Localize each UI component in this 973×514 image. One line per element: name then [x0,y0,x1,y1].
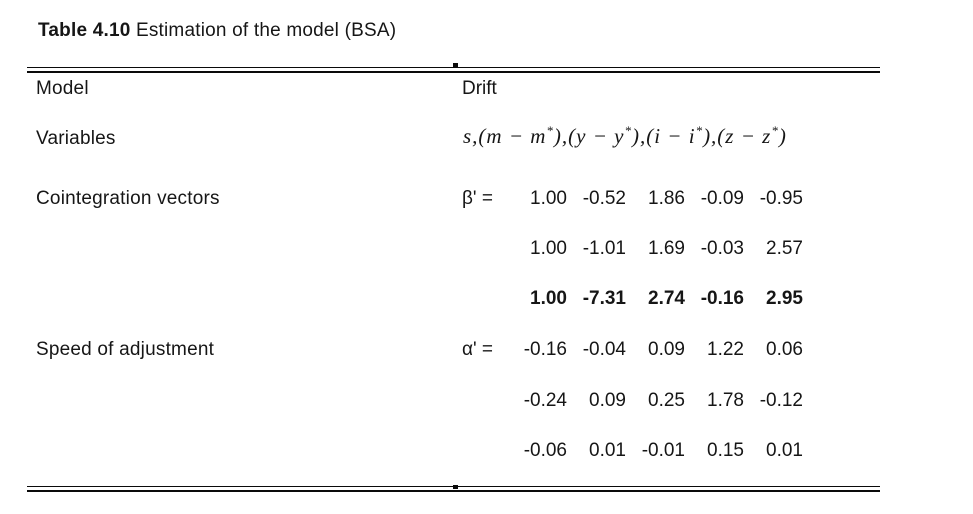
value-cell: 1.00 [530,288,567,309]
beta-row-3: 1.00 -7.31 2.74 -0.16 2.95 [462,288,803,310]
value-cell: -0.95 [759,188,803,209]
value-cell: 2.95 [766,288,803,309]
value-cell: 0.01 [589,440,626,461]
alpha-row-1: α' = -0.16 -0.04 0.09 1.22 0.06 [462,339,803,361]
value-cell: -1.01 [582,238,626,259]
value-cell: -0.52 [582,188,626,209]
value-cell: -0.01 [641,440,685,461]
beta-row-1: β' = 1.00 -0.52 1.86 -0.09 -0.95 [462,188,803,210]
speed-of-adjustment-label: Speed of adjustment [36,339,215,360]
value-cell: 1.78 [707,390,744,411]
model-label: Model [36,78,89,99]
drift-label: Drift [462,78,497,99]
value-cell: 0.09 [648,339,685,360]
value-cell: -0.03 [700,238,744,259]
alpha-symbol: α' = [462,339,493,360]
cointegration-label: Cointegration vectors [36,188,220,209]
value-cell: 2.74 [648,288,685,309]
variables-label: Variables [36,128,116,149]
beta-symbol: β' = [462,188,493,209]
alpha-row-2: -0.24 0.09 0.25 1.78 -0.12 [462,390,803,412]
variables-formula: s,(m − m*),(y − y*),(i − i*),(z − z*) [463,124,787,149]
value-cell: 1.00 [530,188,567,209]
beta-row-2: 1.00 -1.01 1.69 -0.03 2.57 [462,238,803,260]
value-cell: -7.31 [582,288,626,309]
value-cell: 0.15 [707,440,744,461]
value-cell: 0.25 [648,390,685,411]
formula-sup: * [546,123,554,138]
value-cell: 0.06 [766,339,803,360]
table-title-number: Table 4.10 [38,20,131,41]
top-double-rule [27,67,880,73]
formula-sup: * [695,123,704,138]
alpha-row-3: -0.06 0.01 -0.01 0.15 0.01 [462,440,803,462]
value-cell: -0.06 [523,440,567,461]
formula-seg: ) [778,124,787,148]
value-cell: -0.09 [700,188,744,209]
formula-seg: ),(z − z [703,124,772,148]
formula-sup: * [624,123,632,138]
value-cell: 2.57 [766,238,803,259]
value-cell: 1.22 [707,339,744,360]
formula-seg: ),(i − i [631,124,696,148]
value-cell: -0.12 [759,390,803,411]
value-cell: 0.01 [766,440,803,461]
value-cell: 1.00 [530,238,567,259]
formula-seg: ),(y − y [553,124,625,148]
column-divider-mark-top [453,63,458,67]
value-cell: 1.69 [648,238,685,259]
table-title: Table 4.10 Estimation of the model (BSA) [38,20,396,42]
table-title-text: Estimation of the model (BSA) [130,20,397,41]
formula-seg: s,(m − m [463,124,547,148]
value-cell: 1.86 [648,188,685,209]
value-cell: 0.09 [589,390,626,411]
value-cell: -0.04 [582,339,626,360]
value-cell: -0.16 [523,339,567,360]
value-cell: -0.16 [700,288,744,309]
formula-sup: * [771,123,779,138]
value-cell: -0.24 [523,390,567,411]
column-divider-mark-bottom [453,485,458,489]
